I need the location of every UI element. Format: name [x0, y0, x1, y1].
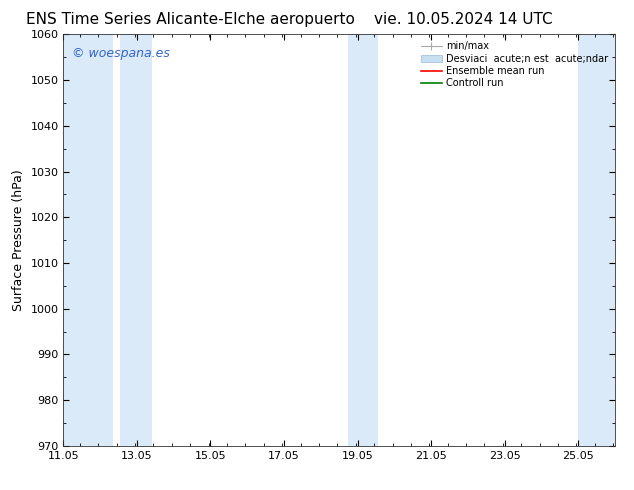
- Bar: [578, 34, 615, 446]
- Bar: [349, 34, 378, 446]
- Text: © woespana.es: © woespana.es: [72, 47, 169, 60]
- Legend: min/max, Desviaci  acute;n est  acute;ndar, Ensemble mean run, Controll run: min/max, Desviaci acute;n est acute;ndar…: [419, 39, 610, 90]
- Text: vie. 10.05.2024 14 UTC: vie. 10.05.2024 14 UTC: [373, 12, 552, 27]
- Y-axis label: Surface Pressure (hPa): Surface Pressure (hPa): [12, 169, 25, 311]
- Bar: [120, 34, 152, 446]
- Text: ENS Time Series Alicante-Elche aeropuerto: ENS Time Series Alicante-Elche aeropuert…: [26, 12, 354, 27]
- Bar: [63, 34, 113, 446]
